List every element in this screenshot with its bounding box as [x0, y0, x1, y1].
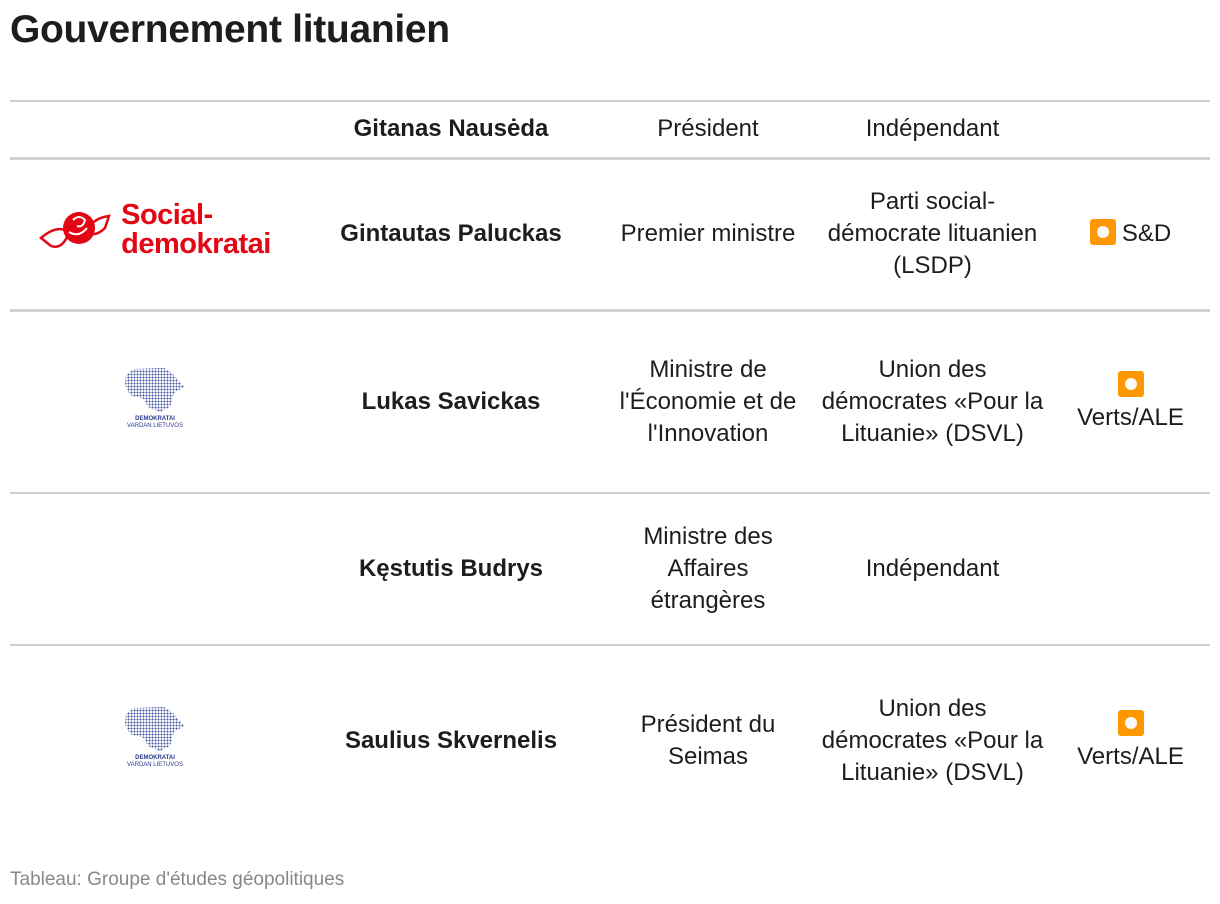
source-footer: Tableau: Groupe d'études géopolitiques	[10, 869, 345, 890]
table-row: DEMOKRATAI VARDAN LIETUVOS Saulius Skvern…	[10, 645, 1210, 835]
role-cell: Président	[657, 115, 759, 143]
page-title: Gouvernement lituanien	[10, 8, 450, 51]
social-demokratai-logo: Social-demokratai	[39, 201, 271, 259]
group-cell: Verts/ALE	[1051, 310, 1210, 493]
orange-square-icon	[1117, 709, 1144, 736]
table-row: Social-demokratai Gintautas Paluckas Pre…	[10, 158, 1210, 310]
lithuania-map-icon	[125, 368, 184, 413]
party-cell: Parti social-démocrate lituanien (LSDP)	[827, 188, 1038, 279]
logo-cell	[10, 493, 300, 645]
logo-text: DEMOKRATAI	[135, 416, 175, 423]
name-cell: Kęstutis Budrys	[358, 555, 544, 582]
orange-square-icon	[1117, 370, 1144, 397]
logo-text: demokratai	[121, 228, 271, 260]
logo-cell: DEMOKRATAI VARDAN LIETUVOS	[10, 645, 300, 835]
group-cell: S&D	[1051, 158, 1210, 310]
party-cell: Indépendant	[865, 555, 1000, 582]
role-cell: Ministre de l'Économie et de l'Innovatio…	[619, 355, 797, 447]
role-cell: Ministre des Affaires étrangères	[643, 523, 773, 614]
orange-square-icon	[1089, 219, 1116, 245]
group-label: S&D	[1121, 220, 1172, 247]
demokratai-logo: DEMOKRATAI VARDAN LIETUVOS	[124, 367, 186, 430]
lithuania-map-icon	[125, 707, 184, 751]
logo-cell: Social-demokratai	[10, 158, 300, 310]
group-cell	[1051, 101, 1210, 158]
demokratai-logo: DEMOKRATAI VARDAN LIETUVOS	[124, 706, 186, 769]
logo-text: Social-	[121, 199, 213, 231]
logo-cell: DEMOKRATAI VARDAN LIETUVOS	[10, 310, 300, 493]
name-cell: Gintautas Paluckas	[340, 220, 562, 247]
logo-text: VARDAN LIETUVOS	[127, 423, 183, 430]
name-cell: Gitanas Nausėda	[353, 115, 549, 143]
table-row: Gitanas Nausėda Président Indépendant	[10, 101, 1210, 158]
role-cell: Premier ministre	[620, 220, 796, 247]
role-cell: Président du Seimas	[640, 710, 776, 770]
logo-text: DEMOKRATAI	[135, 755, 175, 761]
name-cell: Saulius Skvernelis	[344, 726, 558, 754]
group-label: Verts/ALE	[1077, 742, 1184, 770]
party-cell: Union des démocrates «Pour la Lituanie» …	[821, 694, 1044, 786]
table-row: Kęstutis Budrys Ministre des Affaires ét…	[10, 493, 1210, 645]
rose-icon	[39, 212, 111, 248]
group-cell: Verts/ALE	[1051, 645, 1210, 835]
name-cell: Lukas Savickas	[361, 387, 541, 415]
group-cell	[1051, 493, 1210, 645]
party-cell: Union des démocrates «Pour la Lituanie» …	[821, 355, 1044, 447]
logo-cell	[10, 101, 300, 158]
table-row: DEMOKRATAI VARDAN LIETUVOS Lukas Savickas…	[10, 310, 1210, 493]
group-label: Verts/ALE	[1077, 403, 1184, 431]
logo-text: VARDAN LIETUVOS	[127, 762, 183, 768]
government-table: Gitanas Nausėda Président Indépendant So…	[10, 100, 1210, 835]
party-cell: Indépendant	[865, 115, 1000, 143]
